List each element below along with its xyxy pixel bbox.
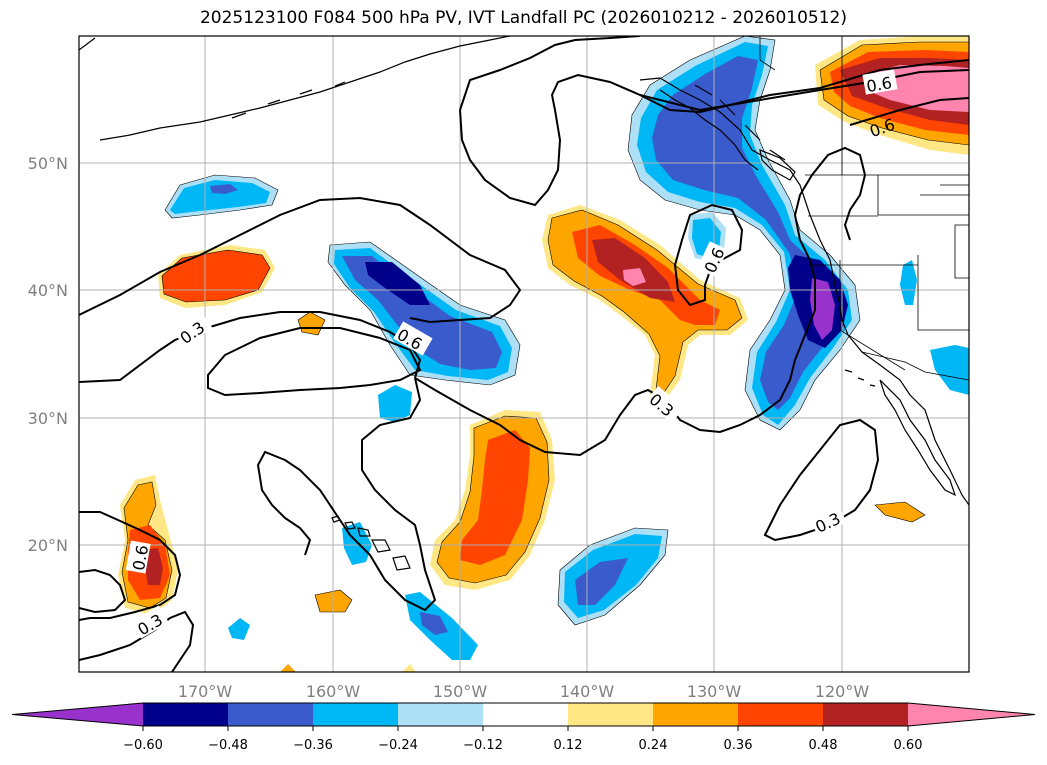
colorbar-bin (568, 703, 654, 726)
colorbar-tick-label: −0.60 (123, 738, 163, 753)
colorbar-tick-label: 0.60 (894, 738, 923, 753)
lon-label-140w: 140°W (560, 682, 615, 701)
colorbar-tick-label: 0.36 (724, 738, 753, 753)
colorbar-bin (738, 703, 824, 726)
colorbar-bin (398, 703, 484, 726)
colorbar-tick-label: −0.48 (208, 738, 248, 753)
colorbar-tick-label: 0.12 (554, 738, 583, 753)
longitude-labels: 170°W 160°W 150°W 140°W 130°W 120°W (178, 682, 870, 701)
political-borders (759, 36, 969, 381)
lat-label-50n: 50°N (28, 154, 68, 173)
lat-label-30n: 30°N (28, 409, 68, 428)
lat-label-20n: 20°N (28, 536, 68, 555)
lon-label-170w: 170°W (178, 682, 233, 701)
colorbar-bin (483, 703, 569, 726)
colorbar-tick-label: −0.24 (378, 738, 418, 753)
lon-label-160w: 160°W (306, 682, 361, 701)
colorbar-tick-label: 0.24 (639, 738, 668, 753)
lon-label-120w: 120°W (815, 682, 870, 701)
lon-label-150w: 150°W (433, 682, 488, 701)
colorbar: −0.60 −0.48 −0.36 −0.24 −0.12 0.12 0.24 0.36 0.4… (11, 702, 1036, 753)
graticule (79, 36, 969, 672)
chart-title: 2025123100 F084 500 hPa PV, IVT Landfall… (199, 8, 847, 28)
map-panel: 0.3 0.6 0.6 0.3 0.6 0.6 0.3 0.3 0.6 (79, 36, 969, 672)
colorbar-extend-max (908, 703, 1035, 726)
contour-label: 0.6 (865, 73, 893, 96)
negative-anomaly-central (327, 241, 521, 386)
positive-anomaly-central (542, 205, 748, 400)
colorbar-bin (313, 703, 399, 726)
colorbar-bin (823, 703, 909, 726)
colorbar-bin (228, 703, 314, 726)
map-frame (78, 35, 970, 673)
colorbar-bin (653, 703, 739, 726)
coastlines (79, 36, 969, 571)
colorbar-tick-label: −0.36 (293, 738, 333, 753)
colorbar-bin (143, 703, 229, 726)
lat-label-40n: 40°N (28, 281, 68, 300)
lon-label-130w: 130°W (687, 682, 742, 701)
colorbar-tick-label: −0.12 (463, 738, 503, 753)
latitude-labels: 50°N 40°N 30°N 20°N (28, 154, 68, 555)
colorbar-tick-label: 0.48 (809, 738, 838, 753)
contour-lines (79, 36, 969, 672)
contour-label: 0.6 (129, 544, 152, 572)
colorbar-extend-min (12, 703, 143, 726)
